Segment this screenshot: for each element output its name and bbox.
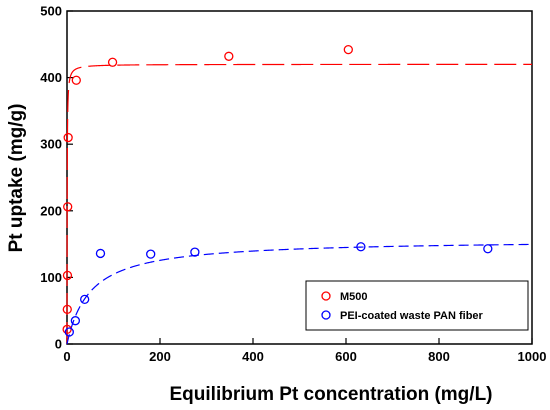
x-tick-label: 600 xyxy=(335,349,357,364)
data-point-series-1 xyxy=(356,242,366,252)
legend-marker-pei-fiber xyxy=(321,310,331,320)
fit-line-1 xyxy=(66,243,533,345)
x-tick-label: 1000 xyxy=(518,349,547,364)
x-tick-label: 400 xyxy=(242,349,264,364)
data-point-series-0 xyxy=(107,57,118,67)
data-point-series-1 xyxy=(64,327,74,337)
data-point-series-1 xyxy=(483,244,493,254)
data-point-series-0 xyxy=(63,132,73,143)
data-point-series-0 xyxy=(71,75,81,85)
data-points xyxy=(62,44,493,337)
y-tick-label: 0 xyxy=(55,337,62,352)
data-point-series-1 xyxy=(70,316,81,326)
data-point-series-1 xyxy=(95,248,106,259)
y-tick-label: 400 xyxy=(40,70,62,85)
data-point-series-1 xyxy=(190,247,200,257)
data-point-series-0 xyxy=(62,324,72,334)
data-point-series-1 xyxy=(80,294,90,305)
data-point-series-0 xyxy=(224,51,234,61)
legend: M500 PEI-coated waste PAN fiber xyxy=(305,280,529,331)
data-point-series-1 xyxy=(146,249,156,259)
y-axis-title: Pt uptake (mg/g) xyxy=(6,104,27,253)
y-tick-label: 200 xyxy=(40,203,62,218)
y-tick-label: 100 xyxy=(40,270,62,285)
legend-marker-m500 xyxy=(321,291,331,301)
x-axis-ticks: 0 200 400 600 800 1000 xyxy=(63,338,546,364)
x-tick-label: 200 xyxy=(149,349,171,364)
x-tick-label: 0 xyxy=(63,349,70,364)
y-tick-label: 500 xyxy=(40,4,62,19)
fit-line-0 xyxy=(66,63,532,344)
y-axis-ticks: 0 100 200 300 400 500 xyxy=(40,4,73,352)
data-point-series-0 xyxy=(62,270,73,281)
y-tick-label: 300 xyxy=(40,137,62,152)
legend-box xyxy=(305,280,529,331)
legend-label-m500: M500 xyxy=(340,291,368,303)
legend-label-pei-fiber: PEI-coated waste PAN fiber xyxy=(340,310,484,322)
x-tick-label: 800 xyxy=(428,349,450,364)
x-axis-title: Equilibrium Pt concentration (mg/L) xyxy=(170,384,493,405)
data-point-series-0 xyxy=(343,44,353,55)
data-point-series-0 xyxy=(62,304,72,315)
data-point-series-0 xyxy=(63,202,73,212)
fit-curves xyxy=(66,63,533,345)
